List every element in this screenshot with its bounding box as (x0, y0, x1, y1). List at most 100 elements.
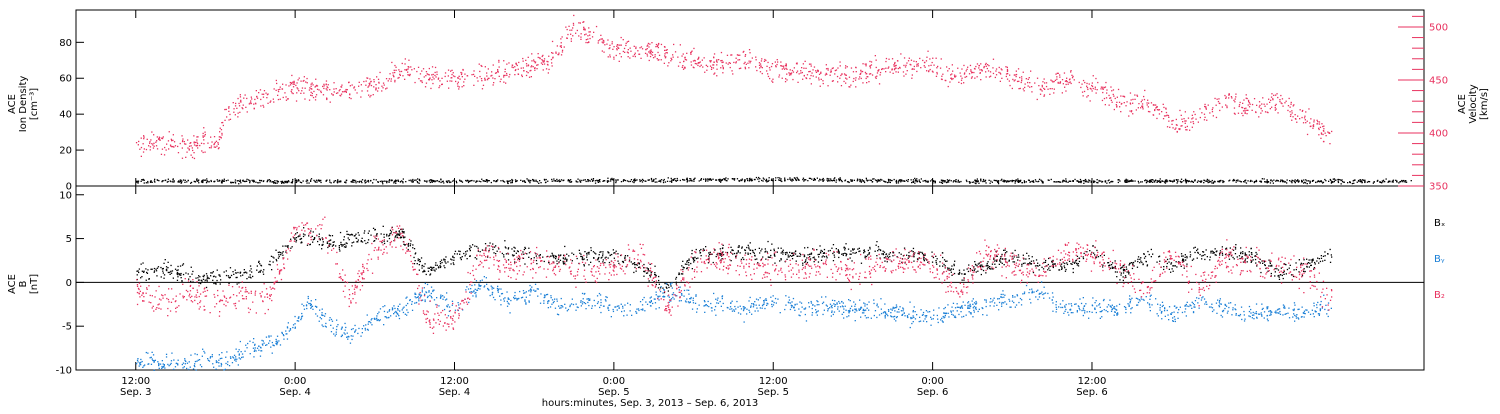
bx-point (1185, 257, 1186, 258)
bx-point (834, 255, 835, 256)
bx-point (252, 276, 253, 277)
density-point (677, 178, 678, 179)
density-point (1118, 179, 1119, 180)
velocity-point (172, 140, 173, 141)
density-point (859, 181, 860, 182)
bx-point (736, 252, 737, 253)
velocity-point (189, 146, 190, 147)
velocity-point (830, 69, 831, 70)
velocity-point (639, 47, 640, 48)
velocity-point (365, 85, 366, 86)
density-point (1172, 181, 1173, 182)
density-point (384, 181, 385, 182)
density-point (571, 181, 572, 182)
velocity-point (573, 23, 574, 24)
density-point (820, 179, 821, 180)
bx-point (415, 253, 416, 254)
velocity-point (215, 142, 216, 143)
bx-point (189, 276, 190, 277)
bx-point (834, 257, 835, 258)
bx-point (1122, 267, 1123, 268)
bx-point (563, 257, 564, 258)
velocity-point (785, 78, 786, 79)
density-point (998, 183, 999, 184)
density-point (373, 179, 374, 180)
density-point (1165, 180, 1166, 181)
bx-point (765, 248, 766, 249)
velocity-point (214, 136, 215, 137)
bx-point (974, 268, 975, 269)
velocity-point (333, 88, 334, 89)
bx-point (295, 241, 296, 242)
density-point (292, 179, 293, 180)
velocity-point (1291, 110, 1292, 111)
density-point (848, 181, 849, 182)
velocity-point (521, 68, 522, 69)
velocity-point (743, 51, 744, 52)
density-point (1020, 180, 1021, 181)
velocity-point (445, 76, 446, 77)
velocity-point (628, 52, 629, 53)
velocity-point (175, 145, 176, 146)
velocity-point (203, 139, 204, 140)
velocity-point (872, 74, 873, 75)
velocity-point (521, 75, 522, 76)
velocity-point (433, 78, 434, 79)
density-point (1341, 183, 1342, 184)
bx-point (943, 264, 944, 265)
density-point (955, 179, 956, 180)
density-point (269, 179, 270, 180)
velocity-point (596, 26, 597, 27)
bx-point (580, 256, 581, 257)
bx-point (692, 250, 693, 251)
velocity-point (617, 44, 618, 45)
density-point (1207, 179, 1208, 180)
velocity-point (367, 87, 368, 88)
bx-point (453, 257, 454, 258)
velocity-point (1249, 106, 1250, 107)
bx-point (179, 274, 180, 275)
velocity-point (203, 152, 204, 153)
velocity-point (1029, 87, 1030, 88)
velocity-point (192, 157, 193, 158)
bx-point (564, 246, 565, 247)
density-point (1312, 180, 1313, 181)
density-point (576, 181, 577, 182)
bx-point (319, 234, 320, 235)
velocity-point (823, 83, 824, 84)
velocity-point (837, 81, 838, 82)
bx-point (849, 254, 850, 255)
velocity-point (490, 75, 491, 76)
density-point (976, 181, 977, 182)
velocity-point (1000, 73, 1001, 74)
velocity-point (810, 75, 811, 76)
velocity-point (932, 71, 933, 72)
velocity-point (880, 74, 881, 75)
density-point (382, 183, 383, 184)
density-point (1140, 181, 1141, 182)
velocity-point (961, 68, 962, 69)
density-point (1097, 182, 1098, 183)
velocity-point (885, 71, 886, 72)
bx-point (536, 260, 537, 261)
velocity-point (499, 76, 500, 77)
velocity-point (291, 89, 292, 90)
velocity-point (892, 69, 893, 70)
bx-point (686, 261, 687, 262)
velocity-point (1184, 120, 1185, 121)
velocity-point (361, 90, 362, 91)
bx-point (981, 264, 982, 265)
bx-point (408, 243, 409, 244)
velocity-point (810, 71, 811, 72)
density-point (480, 181, 481, 182)
bx-point (1255, 255, 1256, 256)
bx-point (599, 261, 600, 262)
velocity-point (914, 66, 915, 67)
density-point (1006, 181, 1007, 182)
bx-point (654, 266, 655, 267)
bx-point (435, 262, 436, 263)
bx-point (213, 276, 214, 277)
velocity-point (1042, 90, 1043, 91)
bx-point (1061, 264, 1062, 265)
velocity-point (367, 90, 368, 91)
